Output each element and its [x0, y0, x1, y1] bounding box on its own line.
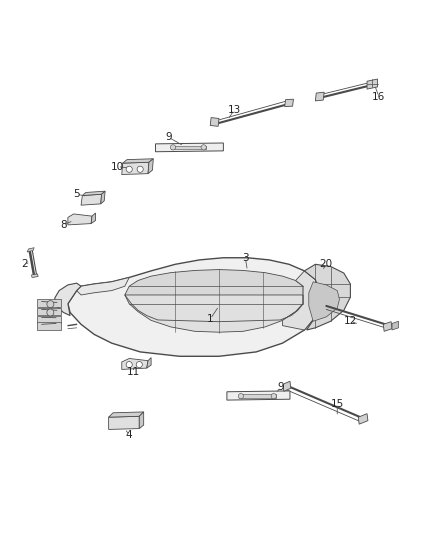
- Circle shape: [137, 166, 143, 172]
- Polygon shape: [125, 277, 303, 332]
- Polygon shape: [392, 321, 399, 330]
- Text: 4: 4: [126, 430, 133, 440]
- Circle shape: [238, 393, 244, 399]
- Polygon shape: [122, 359, 148, 369]
- Polygon shape: [122, 162, 149, 174]
- Circle shape: [201, 145, 206, 150]
- Polygon shape: [155, 143, 223, 152]
- Polygon shape: [283, 381, 291, 391]
- Polygon shape: [148, 159, 153, 174]
- Polygon shape: [123, 159, 153, 163]
- Text: 1: 1: [207, 314, 214, 324]
- Circle shape: [47, 309, 54, 316]
- Text: 11: 11: [127, 367, 140, 377]
- Text: 2: 2: [21, 260, 28, 269]
- Polygon shape: [171, 146, 206, 149]
- Polygon shape: [82, 191, 105, 196]
- FancyBboxPatch shape: [37, 299, 61, 307]
- Polygon shape: [304, 264, 350, 330]
- FancyBboxPatch shape: [37, 322, 61, 330]
- Text: 8: 8: [60, 220, 67, 230]
- Text: 9: 9: [165, 132, 172, 142]
- Polygon shape: [109, 416, 139, 430]
- Text: 16: 16: [372, 92, 385, 102]
- FancyBboxPatch shape: [37, 316, 61, 322]
- Text: 10: 10: [111, 161, 124, 172]
- Polygon shape: [27, 248, 34, 252]
- Text: 5: 5: [73, 189, 80, 199]
- Polygon shape: [91, 213, 95, 223]
- Polygon shape: [139, 412, 144, 429]
- Polygon shape: [77, 278, 129, 295]
- Polygon shape: [68, 258, 320, 356]
- Polygon shape: [239, 394, 276, 398]
- Text: 15: 15: [331, 399, 344, 409]
- Polygon shape: [227, 391, 290, 400]
- Text: 12: 12: [344, 316, 357, 326]
- Polygon shape: [283, 271, 320, 330]
- Polygon shape: [32, 274, 38, 278]
- Text: 9: 9: [277, 382, 284, 392]
- Polygon shape: [367, 79, 378, 89]
- Polygon shape: [309, 282, 339, 321]
- Circle shape: [170, 145, 176, 150]
- Text: 13: 13: [228, 104, 241, 115]
- Polygon shape: [147, 358, 151, 368]
- Circle shape: [126, 361, 132, 368]
- Polygon shape: [101, 191, 105, 204]
- Polygon shape: [285, 99, 293, 107]
- Circle shape: [271, 393, 276, 399]
- Polygon shape: [383, 322, 392, 332]
- Polygon shape: [68, 214, 92, 225]
- Circle shape: [126, 166, 132, 172]
- Polygon shape: [109, 412, 144, 417]
- Polygon shape: [55, 283, 81, 316]
- Polygon shape: [81, 194, 102, 205]
- Circle shape: [136, 361, 142, 368]
- Polygon shape: [358, 414, 368, 424]
- FancyBboxPatch shape: [37, 308, 61, 314]
- Text: 3: 3: [242, 253, 249, 263]
- Text: 20: 20: [320, 260, 333, 269]
- Polygon shape: [125, 270, 303, 295]
- Polygon shape: [210, 118, 219, 126]
- Circle shape: [47, 301, 54, 308]
- Polygon shape: [315, 92, 324, 101]
